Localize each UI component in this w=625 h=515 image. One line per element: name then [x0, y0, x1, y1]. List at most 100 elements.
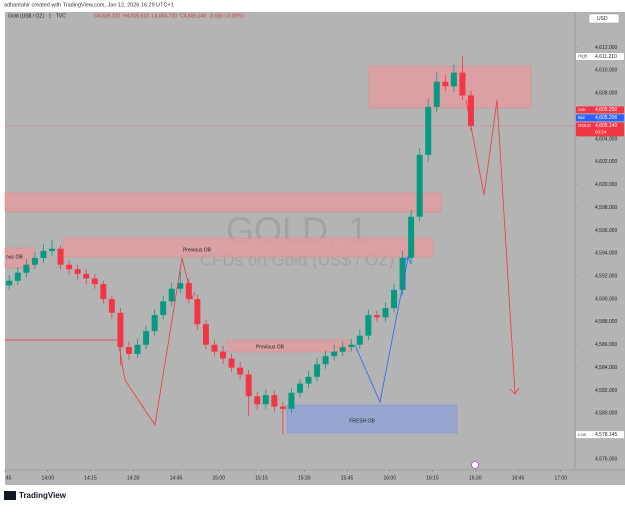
event-icon[interactable] [471, 461, 479, 469]
candle-body [220, 351, 227, 359]
candle-body [108, 299, 115, 313]
drawing-arrowhead [402, 256, 412, 265]
candle-body [49, 248, 56, 252]
candle-body [160, 301, 167, 316]
candle-body [83, 273, 90, 279]
y-tick-label: 4,598.000 [595, 205, 617, 211]
y-tick-label: 4,584.000 [595, 365, 617, 371]
candle-body [408, 216, 415, 258]
price-badge [576, 122, 624, 137]
candle-body [245, 374, 252, 397]
annotation: Previous OB [183, 247, 212, 253]
x-tick-label: 14:00 [41, 475, 54, 481]
drawing-arrowhead [186, 291, 196, 300]
ohlc-value: L4,604.710 [152, 13, 177, 19]
candle-body [151, 315, 158, 332]
drawing-line [5, 257, 193, 427]
credit: adhantahir created with TradingView.com,… [4, 2, 174, 8]
candle-body [177, 283, 184, 289]
price-badge-label: 4,605.206 [595, 115, 617, 121]
candle-body [365, 315, 372, 336]
candle-body [211, 344, 218, 352]
x-tick-label: 16:45 [512, 475, 525, 481]
ohlc-value: C4,605.140 [180, 13, 206, 19]
candle-body [228, 358, 235, 368]
candle-body [194, 299, 201, 325]
candle-body [125, 347, 132, 354]
y-tick-label: 4,602.000 [595, 159, 617, 165]
candle-body [314, 364, 321, 377]
ohlc-value: O4,605.320 [94, 13, 120, 19]
price-badge-name: Low [578, 432, 587, 437]
x-tick-label: 15:30 [298, 475, 311, 481]
drawing-line [354, 257, 409, 404]
candle-body [134, 344, 141, 354]
price-badge [576, 431, 624, 439]
y-tick-label: 4,582.000 [595, 388, 617, 394]
y-tick-label: 4,608.000 [595, 91, 617, 97]
logo-icon [4, 491, 16, 500]
candle-body [185, 283, 192, 300]
candles [6, 56, 474, 435]
candle-body [356, 335, 363, 345]
x-tick-label: 14:15 [84, 475, 97, 481]
x-tick-label: 16:00 [383, 475, 396, 481]
zone [62, 237, 434, 258]
x-tick-label: 14:30 [127, 475, 140, 481]
price-badge-name: Ask [578, 107, 586, 112]
candle-body [117, 312, 124, 348]
axes: 4,576.000 4,580.000 4,582.000 4,584.000 4,58… [5, 45, 624, 481]
currency-box[interactable] [588, 13, 620, 24]
candle-body [254, 396, 261, 405]
price-badge-name: High [578, 54, 588, 59]
ohlc-value: -0.050 (-0.00%) [209, 13, 244, 19]
candle-body [391, 289, 398, 309]
x-tick-label: 17:00 [554, 475, 567, 481]
zone [286, 404, 458, 434]
drawing-arrowhead [509, 387, 520, 395]
price-badge-label: 4,605.140 [595, 123, 617, 129]
candle-body [100, 284, 107, 300]
price-badge-name: GOLD [578, 123, 592, 128]
candle-body [271, 395, 278, 407]
candle-body [296, 383, 303, 393]
candle-body [31, 257, 38, 265]
annotation: Previous OB [256, 344, 285, 350]
candle-body [442, 81, 449, 87]
candle-body [143, 331, 150, 345]
candle-body [425, 106, 432, 155]
price-badge [576, 106, 624, 114]
candle-body [399, 257, 406, 290]
candle-body [467, 95, 474, 126]
candle-body [305, 376, 312, 384]
candle-body [57, 248, 64, 265]
price-badge [576, 52, 624, 60]
candle-body [202, 324, 209, 345]
y-tick-label: 4,610.000 [595, 68, 617, 74]
candle-body [382, 308, 389, 318]
candle-body [6, 280, 13, 286]
candle-body [66, 264, 73, 270]
candle-body [237, 367, 244, 375]
annotation: FRESH OB [349, 418, 375, 424]
y-tick-label: 4,592.000 [595, 273, 617, 279]
x-tick-label: :45 [5, 475, 12, 481]
y-tick-label: 4,588.000 [595, 319, 617, 325]
candle-body [288, 392, 295, 409]
y-tick-label: 4,604.000 [595, 136, 617, 142]
candle-body [416, 154, 423, 217]
currency[interactable]: USD [597, 16, 608, 22]
candle-body [322, 356, 329, 365]
price-badge-label: 4,578.145 [595, 432, 617, 438]
y-tick-label: 4,600.000 [595, 182, 617, 188]
x-tick-label: 16:15 [426, 475, 439, 481]
zone [368, 65, 532, 109]
candle-body [348, 344, 355, 348]
y-tick-label: 4,612.000 [595, 45, 617, 51]
x-tick-label: 16:30 [469, 475, 482, 481]
price-badge [576, 114, 624, 122]
brand: TradingView [19, 491, 67, 500]
x-tick-label: 14:45 [170, 475, 183, 481]
x-tick-label: 15:15 [255, 475, 268, 481]
